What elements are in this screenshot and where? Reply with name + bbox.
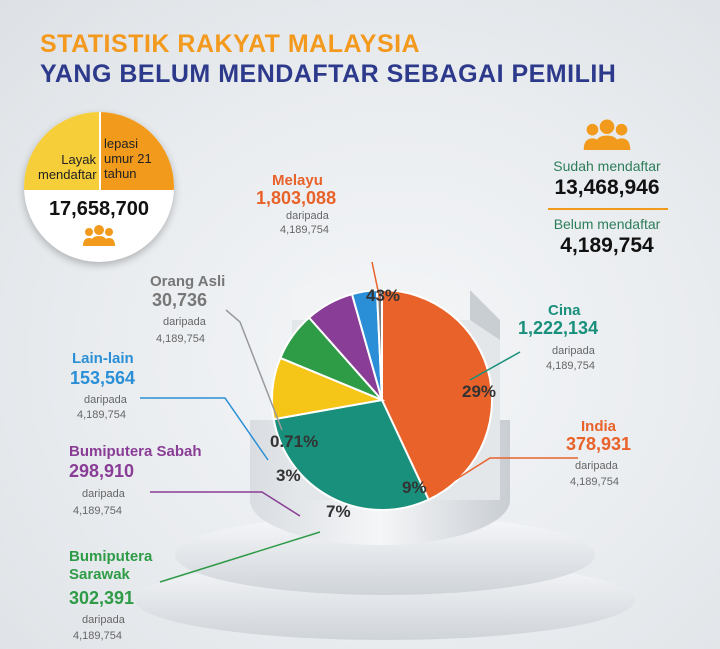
eligible-badge-orange-segment [99,112,174,190]
leader-line [159,531,321,583]
cina-name: Cina [548,302,581,319]
cina-percent: 29% [462,382,497,401]
sabah-value: 298,910 [69,461,135,481]
title-line-1: STATISTIK RAKYAT MALAYSIA [40,30,421,58]
india-of: daripada [575,460,618,472]
sarawak-value: 302,391 [69,588,135,608]
leader-line [150,491,301,517]
unregistered-value: 4,189,754 [560,234,654,257]
lain-name: Lain-lain [72,350,134,367]
sabah-name: Bumiputera Sabah [69,443,202,460]
melayu-value: 1,803,088 [256,188,337,208]
lain-value: 153,564 [70,368,136,388]
melayu-name: Melayu [272,172,323,189]
leader-line [140,397,269,461]
asli-value: 30,736 [152,290,208,310]
eligible-badge-yellow-segment [24,112,99,190]
pie-edge [470,290,500,340]
pedestal-top [175,515,595,595]
leader-line [371,261,381,301]
eligible-total: 17,658,700 [48,198,150,220]
people-icon [583,119,631,150]
unregistered-label: Belum mendaftar [553,216,661,232]
india-total: 4,189,754 [570,476,619,488]
lain-total: 4,189,754 [77,409,126,421]
melayu-percent: 43% [366,286,401,305]
cina-of: daripada [552,345,595,357]
leader-line [225,309,283,431]
melayu-of: daripada [286,210,329,222]
lain-of: daripada [84,394,127,406]
registered-value: 13,468,946 [554,176,660,199]
cina-value: 1,222,134 [518,318,599,338]
age-label: lepasi umur 21 tahun [104,136,152,181]
asli-percent: 0.71% [270,432,319,451]
asli-name: Orang Asli [150,273,226,290]
people-icon [83,225,115,246]
india-name: India [581,418,617,435]
asli-total: 4,189,754 [156,333,205,345]
pie-slice-orang-asli [375,288,383,401]
divider [548,208,668,210]
pie-slice-cina [272,398,430,511]
india-percent: 9% [402,478,427,497]
lain-percent: 3% [276,466,301,485]
sarawak-of: daripada [82,614,125,626]
title-line-2: YANG BELUM MENDAFTAR SEBAGAI PEMILIH [40,60,617,88]
india-value: 378,931 [566,434,632,454]
sarawak-name: Bumiputera Sarawak [69,548,153,583]
sarawak-percent: 7% [326,502,351,521]
melayu-total: 4,189,754 [280,224,329,236]
eligible-label: Layak mendaftar [38,152,97,182]
sabah-total: 4,189,754 [73,505,122,517]
sabah-of: daripada [82,488,125,500]
registered-label: Sudah mendaftar [553,158,661,174]
leader-line [469,351,521,381]
asli-of: daripada [163,316,206,328]
cina-total: 4,189,754 [546,360,595,372]
sarawak-total: 4,189,754 [73,630,122,642]
leader-line [454,457,578,481]
eligible-badge: Layak mendaftar lepasi umur 21 tahun 17,… [24,112,174,262]
